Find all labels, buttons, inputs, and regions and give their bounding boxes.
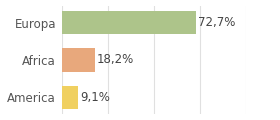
Text: 72,7%: 72,7% <box>198 16 235 29</box>
Bar <box>62 48 95 72</box>
Text: 9,1%: 9,1% <box>80 91 110 104</box>
Bar <box>62 86 78 109</box>
Text: 18,2%: 18,2% <box>97 54 134 66</box>
Bar <box>62 11 196 34</box>
